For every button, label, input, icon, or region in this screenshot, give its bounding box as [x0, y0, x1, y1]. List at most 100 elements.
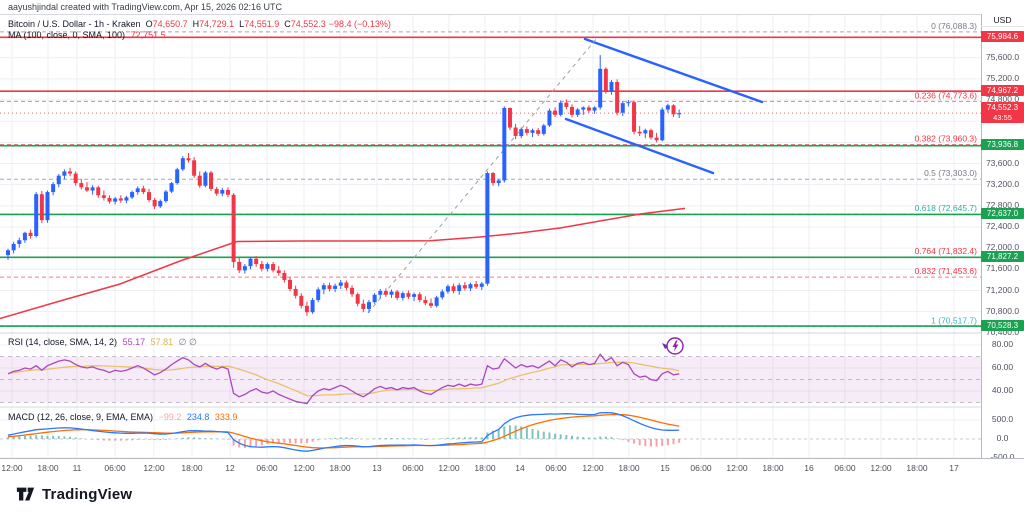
time-tick[interactable]: 06:00	[545, 463, 567, 473]
price-axis[interactable]: USD 75,600.0 75,200.0 74,800.0 73,600.0 73,2…	[981, 14, 1024, 464]
day-tick[interactable]: 12	[225, 463, 235, 473]
time-tick[interactable]: 12:00	[870, 463, 892, 473]
rsi-line	[7, 353, 680, 405]
rsi-tick: 80.00	[991, 339, 1014, 349]
macd-histogram	[7, 425, 681, 449]
price-level-badge: 73,936.8	[981, 139, 1024, 151]
ohlc-value: 74,650.7	[152, 19, 188, 29]
chart-plot-area[interactable]: 0 (76,088.3) 0.236 (74,773.6) 0.382 (73,96…	[0, 14, 981, 459]
symbol-legend-row[interactable]: Bitcoin / U.S. Dollar - 1h - Kraken O74,6…	[8, 19, 391, 29]
time-tick[interactable]: 18:00	[37, 463, 59, 473]
day-tick[interactable]: 14	[515, 463, 525, 473]
macd-label: MACD (12, 26, close, 9, EMA, EMA)	[8, 412, 154, 422]
fib-label-0.5: 0.5 (73,303.0)	[924, 168, 977, 178]
price-level-badge: 75,984.6	[981, 30, 1024, 42]
footer-brand[interactable]: TradingView	[16, 486, 132, 503]
ohlc-key: C	[284, 19, 291, 29]
trendline-0	[583, 37, 764, 104]
trend-guide-dashed	[367, 37, 598, 314]
macd-tick: -500.0	[990, 452, 1015, 462]
time-tick[interactable]: 18:00	[618, 463, 640, 473]
candles[interactable]	[6, 55, 682, 316]
time-tick[interactable]: 06:00	[104, 463, 126, 473]
day-tick[interactable]: 15	[660, 463, 670, 473]
ma100-line	[0, 207, 686, 320]
macd-hist-value: −99.2	[158, 412, 182, 422]
grid-lines	[0, 15, 981, 459]
time-tick[interactable]: 06:00	[256, 463, 278, 473]
ohlc-value: 74,729.1	[199, 19, 235, 29]
axis-currency-label: USD	[981, 14, 1024, 27]
price-tick: 70,400.0	[985, 326, 1020, 337]
time-tick[interactable]: 12:00	[1, 463, 23, 473]
ma-legend-row[interactable]: MA (100, close, 0, SMA, 100) 72,751.5	[8, 30, 166, 40]
time-tick[interactable]: 18:00	[906, 463, 928, 473]
time-tick[interactable]: 18:00	[762, 463, 784, 473]
price-level-badge: 74,967.2	[981, 84, 1024, 96]
macd-tick: 500.0	[991, 414, 1014, 424]
rsi-tick: 60.00	[991, 362, 1014, 372]
day-tick[interactable]: 16	[804, 463, 814, 473]
macd-signal-line	[7, 413, 680, 449]
price-axis-border	[981, 14, 982, 478]
time-tick[interactable]: 12:00	[582, 463, 604, 473]
tradingview-logo-icon	[16, 487, 35, 501]
rsi-extra-values: ∅ ∅	[178, 337, 197, 347]
rsi-band	[0, 356, 981, 403]
rsi-legend-row[interactable]: RSI (14, close, SMA, 14, 2) 55.17 57.81 …	[8, 337, 197, 348]
rsi-tick: 40.00	[991, 385, 1014, 395]
price-tick: 71,200.0	[985, 284, 1020, 295]
fib-label-0: 0 (76,088.3)	[931, 21, 977, 31]
time-axis[interactable]: 12:00 18:00 11 06:00 12:00 18:00 12 06:00 12:00 1…	[0, 458, 1024, 478]
price-level-badge: 72,637.0	[981, 207, 1024, 219]
chart-canvas[interactable]: 0 (76,088.3) 0.236 (74,773.6) 0.382 (73,96…	[0, 15, 981, 459]
time-tick[interactable]: 12:00	[293, 463, 315, 473]
price-tick: 73,600.0	[985, 157, 1020, 168]
price-tick: 72,000.0	[985, 242, 1020, 253]
fib-label-0.764: 0.764 (71,832.4)	[915, 246, 978, 256]
trendline-1	[564, 117, 715, 175]
ohlc-value: 74,552.3	[290, 19, 326, 29]
flash-cursor-icon	[660, 334, 686, 360]
time-tick[interactable]: 18:00	[181, 463, 203, 473]
price-tick: 71,600.0	[985, 263, 1020, 274]
ohlc-values: O74,650.7 H74,729.1 L74,551.9 C74,552.3	[141, 19, 326, 29]
current-price-badge: 74,552.3 43:55	[981, 102, 1024, 124]
brand-name: TradingView	[42, 486, 133, 503]
time-tick[interactable]: 12:00	[726, 463, 748, 473]
day-tick[interactable]: 11	[72, 463, 82, 473]
macd-tick: 0.0	[996, 433, 1009, 443]
price-tick: 70,800.0	[985, 305, 1020, 316]
time-tick[interactable]: 12:00	[143, 463, 165, 473]
fib-label-0.382: 0.382 (73,960.3)	[915, 133, 978, 143]
time-tick[interactable]: 12:00	[438, 463, 460, 473]
time-tick[interactable]: 06:00	[690, 463, 712, 473]
fib-label-0.832: 0.832 (71,453.6)	[915, 266, 978, 276]
change-value: −98.4 (−0.13%)	[328, 19, 391, 29]
day-tick[interactable]: 13	[372, 463, 382, 473]
fib-label-0.618: 0.618 (72,645.7)	[915, 203, 978, 213]
time-tick[interactable]: 06:00	[402, 463, 424, 473]
ma-value: 72,751.5	[130, 30, 166, 40]
price-tick: 75,600.0	[985, 51, 1020, 62]
ohlc-key: L	[239, 19, 245, 29]
fib-label-1: 1 (70,517.7)	[931, 316, 977, 326]
macd-legend-row[interactable]: MACD (12, 26, close, 9, EMA, EMA) −99.2 …	[8, 412, 237, 422]
ohlc-key: H	[192, 19, 200, 29]
time-tick[interactable]: 18:00	[474, 463, 496, 473]
rsi-value: 55.17	[122, 337, 146, 347]
price-level-badge: 71,827.2	[981, 250, 1024, 262]
price-tick: 72,800.0	[985, 199, 1020, 210]
day-tick[interactable]: 17	[949, 463, 959, 473]
fib-label-0.236: 0.236 (74,773.6)	[915, 90, 978, 100]
ma-label: MA (100, close, 0, SMA, 100)	[8, 30, 126, 40]
time-tick[interactable]: 06:00	[834, 463, 856, 473]
price-tick: 75,200.0	[985, 72, 1020, 83]
price-level-badge: 70,528.3	[981, 319, 1024, 331]
ohlc-value: 74,551.9	[244, 19, 280, 29]
symbol-title: Bitcoin / U.S. Dollar - 1h - Kraken	[8, 19, 141, 29]
time-tick[interactable]: 18:00	[329, 463, 351, 473]
rsi-sma-value: 57.81	[150, 337, 174, 347]
price-tick: 72,400.0	[985, 221, 1020, 231]
price-tick: 74,800.0	[985, 94, 1020, 105]
